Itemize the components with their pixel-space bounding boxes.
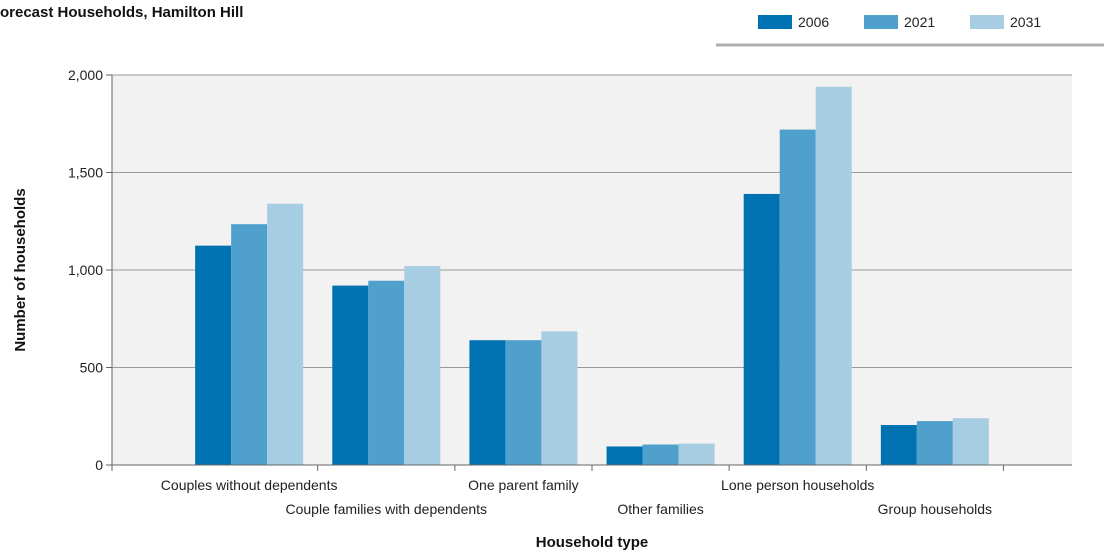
y-axis-ticks: 0 500 1,000 1,500 2,000: [68, 67, 112, 473]
bar-2021: [779, 129, 816, 465]
y-axis-title: Number of households: [12, 188, 29, 351]
bar-2006: [880, 425, 917, 465]
x-tick-label: Couple families with dependents: [285, 501, 487, 517]
bar-2031: [541, 331, 578, 465]
bar-2006: [606, 446, 643, 465]
x-axis-ticks: Couples without dependents Couple familie…: [111, 465, 1004, 517]
bar-2031: [267, 203, 304, 465]
legend-label: 2006: [798, 14, 829, 30]
bar-2006: [743, 193, 780, 465]
bars: [195, 86, 989, 465]
legend-swatch-2031: [970, 15, 1004, 29]
chart-title: orecast Households, Hamilton Hill: [0, 4, 243, 21]
bar-2006: [469, 340, 506, 465]
x-tick-label: Couples without dependents: [161, 477, 338, 493]
y-tick-label: 500: [80, 360, 104, 376]
y-tick-label: 2,000: [68, 67, 103, 83]
bar-2031: [678, 443, 715, 465]
legend-label: 2021: [904, 14, 935, 30]
y-tick-label: 1,000: [68, 262, 103, 278]
legend-swatch-2021: [864, 15, 898, 29]
bar-2031: [815, 86, 852, 465]
y-tick-label: 1,500: [68, 165, 103, 181]
x-axis-title: Household type: [536, 534, 649, 551]
x-tick-label: One parent family: [468, 477, 579, 493]
x-tick-label: Group households: [878, 501, 992, 517]
bar-2021: [916, 421, 953, 465]
legend-swatch-2006: [758, 15, 792, 29]
y-tick-label: 0: [95, 457, 103, 473]
bar-2006: [332, 285, 369, 465]
bar-2031: [952, 418, 989, 465]
legend: 2006 2021 2031: [716, 8, 1104, 47]
x-tick-label: Lone person households: [721, 477, 874, 493]
bar-2021: [231, 224, 268, 465]
bar-2031: [404, 266, 441, 465]
x-tick-label: Other families: [617, 501, 703, 517]
gridlines: [112, 74, 1072, 368]
bar-2021: [505, 340, 542, 465]
bar-2006: [195, 245, 232, 465]
bar-2021: [642, 444, 679, 465]
legend-label: 2031: [1010, 14, 1041, 30]
bar-2021: [368, 280, 405, 465]
